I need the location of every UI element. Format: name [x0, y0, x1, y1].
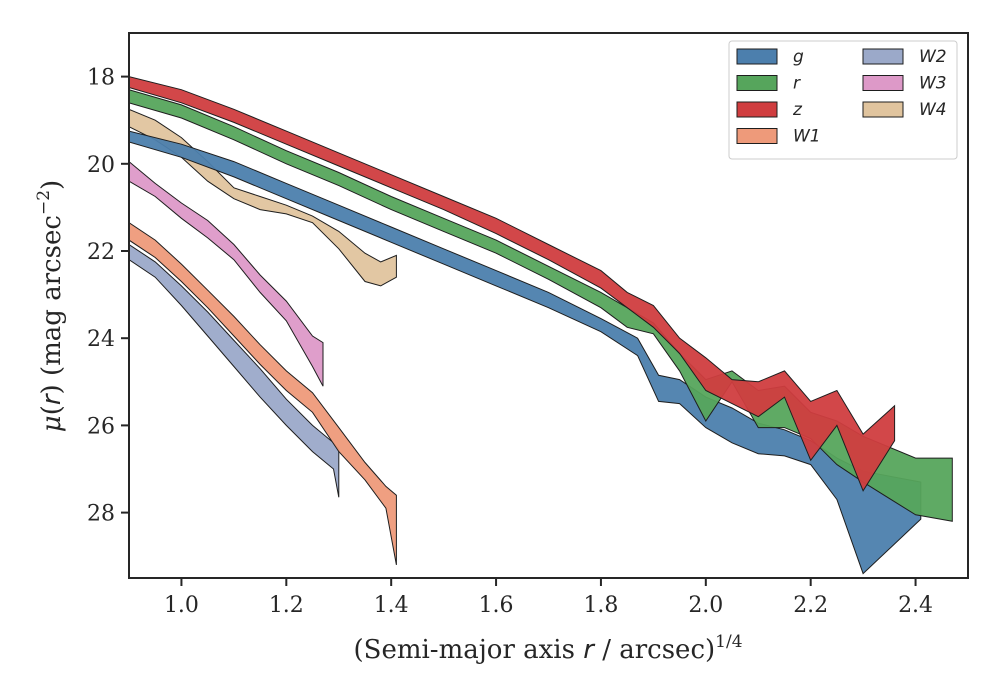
x-tick-label: 1.0 — [164, 593, 199, 618]
y-axis-label: μ(r) (mag arcsec−2) — [34, 180, 67, 432]
y-tick-label: 20 — [87, 153, 115, 178]
x-axis-label-exponent: 1/4 — [715, 632, 742, 652]
x-axis-label-var: r — [583, 635, 596, 665]
band-W1 — [129, 222, 397, 565]
band-W3 — [129, 160, 324, 387]
y-axis-label-open: ( — [37, 405, 67, 415]
legend-label-g: g — [793, 47, 804, 67]
legend-swatch-r — [736, 75, 778, 91]
legend-label-z: z — [792, 100, 803, 120]
x-tick-label: 2.2 — [793, 593, 828, 618]
y-axis-label-exponent: −2 — [34, 190, 54, 215]
legend-swatch-z — [736, 101, 778, 118]
y-axis-label-end: ) — [37, 180, 67, 190]
x-tick-label: 1.6 — [479, 593, 514, 618]
y-axis-label-close: ) — [37, 384, 67, 394]
legend-swatch-W2 — [862, 48, 904, 65]
y-tick-label: 28 — [87, 502, 115, 527]
y-axis-label-rest: (mag arcsec — [37, 215, 67, 384]
x-axis-label: (Semi-major axis r / arcsec)1/4 — [353, 632, 742, 665]
legend-swatch-W1 — [736, 128, 778, 144]
legend-box — [728, 40, 958, 160]
x-tick-label: 2.0 — [688, 593, 723, 618]
x-tick-label: 1.8 — [583, 593, 618, 618]
x-tick-label: 1.2 — [269, 593, 304, 618]
x-axis-label-post: / arcsec) — [594, 635, 715, 665]
y-axis-label-mu: μ — [37, 415, 67, 432]
legend-label-r: r — [793, 74, 801, 94]
y-tick-label: 18 — [87, 66, 115, 91]
legend-label-W2: W2 — [919, 47, 947, 67]
y-tick-label: 26 — [87, 414, 115, 439]
x-axis-label-pre: (Semi-major axis — [353, 635, 583, 665]
axis-ticks: 1.0 1.2 1.4 1.6 1.8 2.0 2.2 2.4 18 20 22 24 26 28 — [87, 66, 933, 618]
legend-label-W3: W3 — [919, 74, 947, 94]
legend-swatch-g — [736, 48, 778, 65]
legend-label-W4: W4 — [919, 100, 947, 120]
x-tick-label: 2.4 — [898, 593, 933, 618]
band-W2 — [129, 243, 340, 498]
x-tick-label: 1.4 — [374, 593, 409, 618]
legend-label-W1: W1 — [793, 127, 821, 147]
legend-swatch-W3 — [862, 75, 904, 91]
y-tick-label: 24 — [87, 327, 115, 352]
plot-frame — [128, 32, 969, 579]
y-tick-label: 22 — [87, 240, 115, 265]
legend-swatch-W4 — [862, 101, 904, 118]
legend: grz W1 W2 W3 W4 — [728, 40, 958, 160]
band-g — [129, 130, 922, 575]
band-z — [129, 76, 896, 492]
profile-bands — [129, 76, 953, 575]
y-axis-label-var: r — [37, 392, 67, 405]
